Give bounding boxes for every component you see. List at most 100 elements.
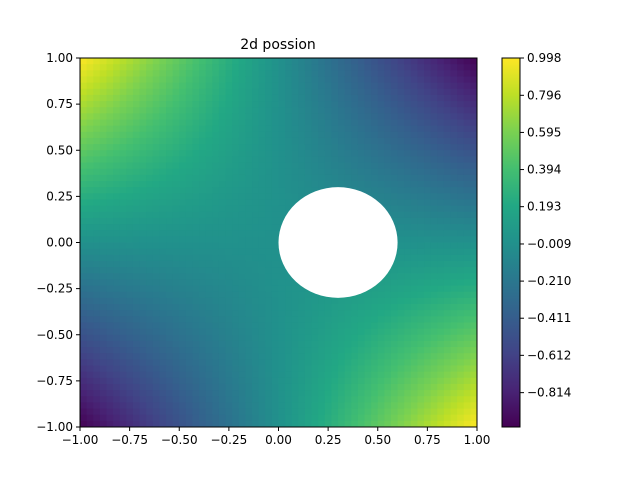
heatmap-cell [278,119,286,127]
heatmap-cell [172,340,180,348]
heatmap-cell [152,242,160,250]
heatmap-cell [285,168,293,176]
heatmap-cell [179,248,187,256]
heatmap-cell [285,144,293,151]
heatmap-cell [364,334,372,342]
heatmap-cell [80,248,88,256]
heatmap-cell [192,353,200,360]
heatmap-cell [351,359,359,367]
heatmap-cell [318,88,326,96]
heatmap-cell [192,359,200,367]
heatmap-cell [139,383,147,391]
hole-region [278,187,398,298]
heatmap-cell [185,144,194,151]
heatmap-cell [285,322,293,330]
heatmap-cell [265,199,273,207]
heatmap-cell [218,316,227,324]
heatmap-cell [179,205,187,213]
heatmap-cell [470,414,477,422]
heatmap-cell [252,131,260,139]
heatmap-cell [371,316,379,324]
heatmap-cell [417,291,425,299]
heatmap-cell [218,174,227,182]
heatmap-cell [344,70,352,78]
heatmap-cell [205,174,213,182]
heatmap-cell [192,377,200,385]
heatmap-cell [443,396,452,403]
heatmap-cell [119,150,127,157]
heatmap-cell [106,88,114,96]
heatmap-cell [232,76,240,84]
heatmap-cell [318,304,326,311]
heatmap-cell [99,156,108,164]
heatmap-cell [172,328,180,336]
heatmap-cell [470,187,477,194]
heatmap-cell [318,359,326,367]
heatmap-cell [437,230,445,237]
heatmap-cell [179,285,187,293]
heatmap-cell [119,377,127,385]
heatmap-cell [463,353,471,360]
heatmap-cell [324,304,333,311]
heatmap-cell [311,101,319,108]
heatmap-cell [338,162,346,170]
heatmap-cell [443,322,452,330]
y-tick-label: −0.25 [36,282,73,296]
heatmap-cell [199,297,207,305]
heatmap-cell [218,137,227,145]
heatmap-cell [258,76,266,84]
heatmap-cell [390,414,399,422]
heatmap-cell [357,316,366,324]
heatmap-cell [278,70,286,78]
heatmap-cell [172,107,180,114]
heatmap-cell [126,187,134,194]
heatmap-cell [265,254,273,262]
heatmap-cell [146,340,154,348]
heatmap-cell [146,107,154,114]
heatmap-cell [364,144,372,151]
heatmap-cell [357,156,366,164]
heatmap-cell [271,119,280,127]
heatmap-cell [232,322,240,330]
heatmap-cell [119,353,127,360]
heatmap-cell [271,402,280,410]
heatmap-cell [384,347,392,354]
heatmap-cell [443,377,452,385]
heatmap-cell [80,181,88,188]
heatmap-cell [93,402,101,410]
heatmap-cell [351,328,359,336]
heatmap-cell [430,340,438,348]
heatmap-cell [212,248,220,256]
heatmap-cell [304,310,313,317]
heatmap-cell [132,408,141,416]
heatmap-cell [199,162,207,170]
heatmap-cell [338,181,346,188]
heatmap-cell [205,64,213,71]
heatmap-cell [232,297,240,305]
heatmap-cell [430,347,438,354]
heatmap-cell [139,310,147,317]
heatmap-cell [377,304,385,311]
heatmap-cell [443,297,452,305]
heatmap-cell [417,359,425,367]
heatmap-cell [430,193,438,201]
heatmap-cell [252,310,260,317]
heatmap-cell [311,150,319,157]
heatmap-cell [331,137,339,145]
heatmap-cell [106,131,114,139]
heatmap-cell [166,297,174,305]
heatmap-cell [93,236,101,244]
heatmap-cell [93,420,101,427]
heatmap-cell [430,125,438,133]
heatmap-cell [106,236,114,244]
heatmap-cell [397,334,405,342]
heatmap-cell [357,88,366,96]
heatmap-cell [410,291,419,299]
heatmap-cell [159,390,167,397]
heatmap-cell [417,76,425,84]
heatmap-cell [93,340,101,348]
heatmap-cell [205,211,213,219]
heatmap-cell [324,316,333,324]
heatmap-cell [86,156,94,164]
heatmap-cell [192,174,200,182]
